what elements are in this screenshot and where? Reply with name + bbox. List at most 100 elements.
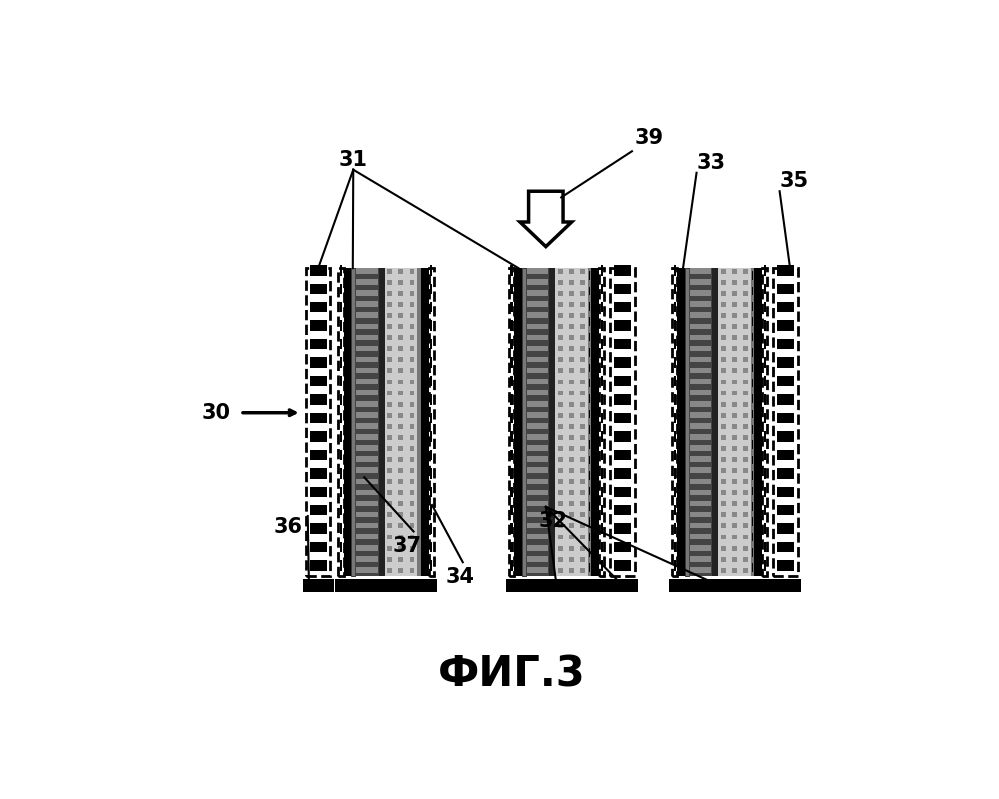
Bar (526, 412, 547, 418)
Bar (431, 450, 433, 460)
Bar (712, 268, 718, 576)
Bar (673, 468, 675, 479)
Bar (557, 446, 562, 451)
Bar (721, 423, 725, 429)
Bar (743, 501, 748, 507)
Bar (568, 268, 573, 274)
Bar (743, 523, 748, 528)
Bar (762, 268, 767, 576)
Bar (526, 290, 547, 296)
Bar (410, 391, 415, 396)
Bar (673, 284, 675, 294)
Bar (721, 268, 725, 274)
Bar (690, 534, 711, 539)
Bar (340, 431, 343, 442)
Bar (690, 379, 711, 384)
Bar (526, 324, 547, 329)
Bar (600, 265, 602, 276)
Bar (732, 457, 737, 462)
Bar (388, 357, 393, 362)
Bar (600, 542, 602, 552)
Bar (399, 302, 404, 307)
Bar (732, 313, 737, 318)
Bar (580, 402, 584, 407)
Bar (399, 479, 404, 484)
Text: 34: 34 (446, 566, 475, 586)
Bar (677, 268, 685, 576)
Bar (690, 523, 711, 528)
Bar (399, 435, 404, 439)
Bar (357, 456, 378, 462)
Bar (568, 435, 573, 439)
Bar (777, 487, 794, 497)
Bar (721, 557, 725, 562)
Bar (557, 557, 562, 562)
Bar (510, 523, 512, 534)
Bar (388, 557, 393, 562)
Bar (526, 279, 547, 284)
Bar (526, 423, 547, 429)
Bar (310, 487, 327, 497)
Bar (763, 394, 766, 405)
Bar (600, 505, 602, 515)
Bar (777, 523, 794, 534)
Bar (357, 523, 378, 528)
Bar (357, 490, 378, 495)
Bar (379, 268, 385, 576)
Bar (743, 291, 748, 296)
Bar (510, 505, 512, 515)
Bar (410, 413, 415, 418)
Bar (743, 313, 748, 318)
Bar (732, 291, 737, 296)
Bar (614, 560, 631, 570)
Bar (568, 512, 573, 517)
Bar (388, 368, 393, 373)
Bar (690, 412, 711, 418)
Bar (732, 413, 737, 418)
Bar (310, 376, 327, 386)
Bar (568, 423, 573, 429)
Bar (600, 523, 602, 534)
Bar (580, 280, 584, 284)
Bar (388, 413, 393, 418)
Bar (721, 302, 725, 307)
Bar (743, 479, 748, 484)
Bar (339, 268, 344, 576)
Bar (431, 560, 433, 570)
Bar (526, 335, 547, 340)
Bar (388, 501, 393, 507)
Bar (600, 302, 602, 312)
Bar (357, 368, 378, 373)
Bar (510, 413, 512, 423)
Bar (614, 542, 631, 552)
Bar (600, 376, 602, 386)
Bar (690, 556, 711, 562)
Bar (431, 320, 433, 331)
Bar (580, 468, 584, 473)
Bar (399, 280, 404, 284)
Bar (399, 324, 404, 329)
Bar (310, 394, 327, 405)
Bar (526, 523, 547, 528)
Bar (310, 450, 327, 460)
Bar (388, 435, 393, 439)
Bar (388, 402, 393, 407)
Bar (743, 491, 748, 495)
Text: 31: 31 (339, 149, 368, 169)
Bar (688, 268, 712, 576)
Bar (557, 568, 562, 573)
Bar (580, 313, 584, 318)
Bar (580, 568, 584, 573)
Bar (732, 479, 737, 484)
Bar (410, 268, 415, 274)
Bar (340, 320, 343, 331)
Bar (557, 280, 562, 284)
Bar (431, 339, 433, 349)
Bar (399, 512, 404, 517)
Bar (743, 468, 748, 473)
Bar (673, 413, 675, 423)
Bar (510, 394, 512, 405)
Bar (614, 487, 631, 497)
Bar (410, 402, 415, 407)
Bar (580, 391, 584, 396)
